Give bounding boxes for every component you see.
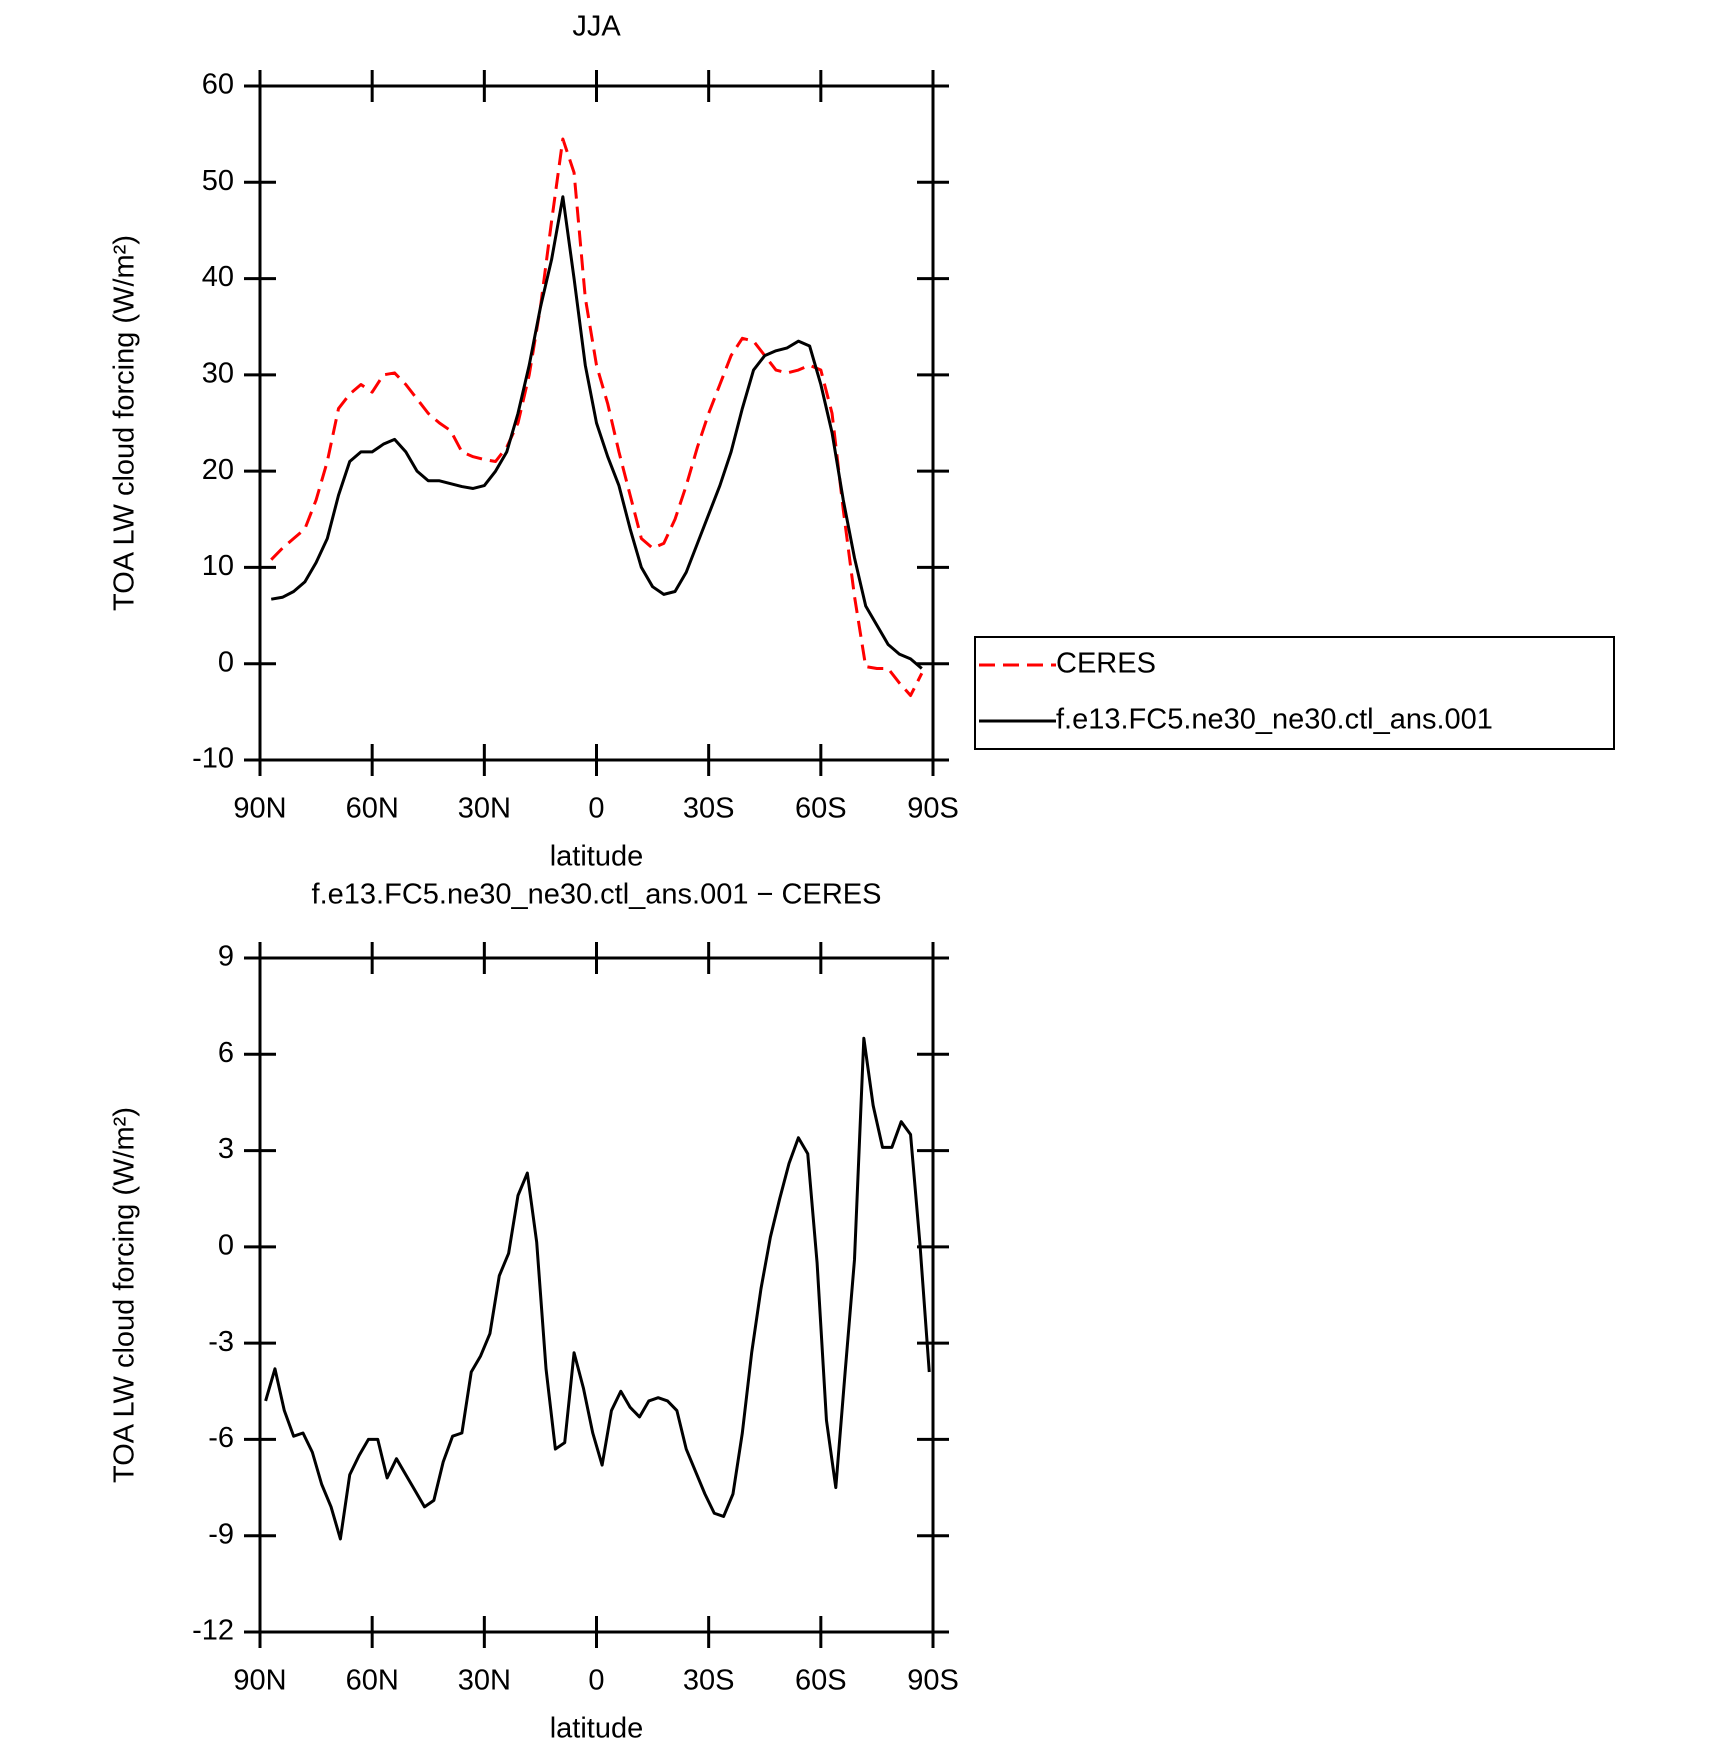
series-line — [270, 137, 924, 697]
y-tick-label: -12 — [192, 1615, 234, 1647]
x-tick-label: 60N — [346, 1665, 399, 1697]
series-line — [264, 1036, 931, 1541]
y-tick-label: 9 — [218, 941, 234, 973]
y-tick-label: 20 — [202, 454, 234, 486]
y-tick-label: 3 — [218, 1133, 234, 1165]
y-tick-label: 50 — [202, 165, 234, 197]
x-tick-label: 30N — [458, 1665, 511, 1697]
y-tick-label: 60 — [202, 69, 234, 101]
x-tick-label: 90N — [233, 1665, 286, 1697]
y-tick-label: 0 — [218, 1230, 234, 1262]
y-tick-label: -9 — [208, 1518, 234, 1550]
series-line — [270, 195, 923, 670]
legend-label: f.e13.FC5.ne30_ne30.ctl_ans.001 — [1056, 704, 1493, 736]
x-tick-label: 0 — [588, 793, 604, 825]
legend-box — [974, 636, 1615, 750]
x-tick-label: 30N — [458, 793, 511, 825]
y-tick-label: 30 — [202, 358, 234, 390]
x-axis-label: latitude — [550, 1713, 644, 1741]
x-tick-label: 60S — [795, 793, 847, 825]
y-axis-label: TOA LW cloud forcing (W/m²) — [109, 235, 141, 611]
x-tick-label: 90S — [907, 793, 959, 825]
y-tick-label: 40 — [202, 261, 234, 293]
y-axis-label: TOA LW cloud forcing (W/m²) — [109, 1107, 141, 1483]
chart-title: f.e13.FC5.ne30_ne30.ctl_ans.001 − CERES — [312, 879, 882, 911]
x-tick-label: 30S — [683, 1665, 735, 1697]
y-tick-label: -6 — [208, 1422, 234, 1454]
y-tick-label: 0 — [218, 646, 234, 678]
legend-label: CERES — [1056, 648, 1156, 680]
x-axis-label: latitude — [550, 841, 644, 873]
x-tick-label: 60S — [795, 1665, 847, 1697]
y-tick-label: 10 — [202, 550, 234, 582]
y-tick-label: -10 — [192, 743, 234, 775]
chart-title: JJA — [572, 11, 621, 43]
x-tick-label: 30S — [683, 793, 735, 825]
y-tick-label: -3 — [208, 1326, 234, 1358]
y-tick-label: 6 — [218, 1037, 234, 1069]
x-tick-label: 0 — [588, 1665, 604, 1697]
x-tick-label: 60N — [346, 793, 399, 825]
x-tick-label: 90N — [233, 793, 286, 825]
plot-frame — [258, 956, 935, 1634]
x-tick-label: 90S — [907, 1665, 959, 1697]
